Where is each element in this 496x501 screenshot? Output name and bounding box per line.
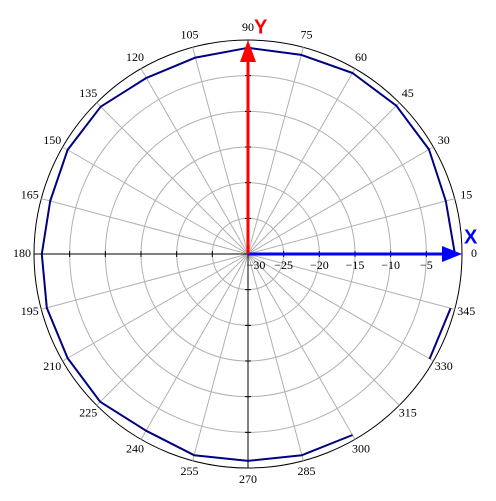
grid-spoke (247, 253, 455, 310)
angle-label: 285 (297, 464, 315, 478)
angle-label: 180 (13, 246, 31, 260)
angle-label: 60 (355, 50, 367, 64)
grid-spoke (192, 253, 249, 461)
angle-label: 345 (457, 304, 475, 318)
grid-spoke (247, 47, 304, 255)
radial-label: −15 (346, 258, 365, 272)
grid-spoke (247, 253, 356, 440)
radial-label: −5 (420, 258, 433, 272)
grid-spoke (140, 253, 249, 440)
grid-spoke (96, 253, 249, 406)
radial-label: −10 (381, 258, 400, 272)
angle-label: 15 (460, 187, 472, 201)
angle-label: 270 (239, 472, 257, 486)
grid-spoke (247, 253, 400, 406)
angle-label: 195 (21, 304, 39, 318)
grid-spoke (247, 68, 356, 255)
angle-label: 210 (43, 359, 61, 373)
angle-label: 120 (126, 50, 144, 64)
angle-label: 45 (402, 86, 414, 100)
angle-label: 75 (300, 27, 312, 41)
x-axis-label: X (464, 226, 478, 248)
radial-label: −20 (310, 258, 329, 272)
grid-spoke (140, 68, 249, 255)
angle-label: 135 (79, 86, 97, 100)
grid-spoke (247, 102, 400, 255)
y-axis-label: Y (254, 16, 268, 38)
grid-spoke (41, 253, 249, 310)
angle-label: 330 (435, 359, 453, 373)
grid-spoke (192, 47, 249, 255)
angle-label: 0 (471, 246, 477, 260)
grid-spoke (62, 146, 249, 255)
angle-label: 300 (352, 441, 370, 455)
grid-spoke (62, 253, 249, 362)
angle-label: 30 (438, 133, 450, 147)
grid-spoke (247, 253, 304, 461)
angle-label: 150 (43, 133, 61, 147)
grid-spoke (41, 198, 249, 255)
angle-label: 240 (126, 441, 144, 455)
grid-spoke (247, 198, 455, 255)
grid-spoke (247, 253, 434, 362)
angle-label: 255 (181, 464, 199, 478)
angle-label: 105 (181, 27, 199, 41)
angle-label: 315 (399, 406, 417, 420)
grid-spoke (96, 102, 249, 255)
angle-label: 90 (242, 20, 254, 34)
pattern-curve (40, 46, 456, 462)
angle-label: 165 (21, 187, 39, 201)
y-arrow-head (240, 40, 256, 62)
angle-label: 225 (79, 406, 97, 420)
radial-label: −25 (274, 258, 293, 272)
radial-label: −30 (247, 258, 266, 272)
x-arrow-head (442, 246, 462, 262)
grid-spoke (247, 146, 434, 255)
